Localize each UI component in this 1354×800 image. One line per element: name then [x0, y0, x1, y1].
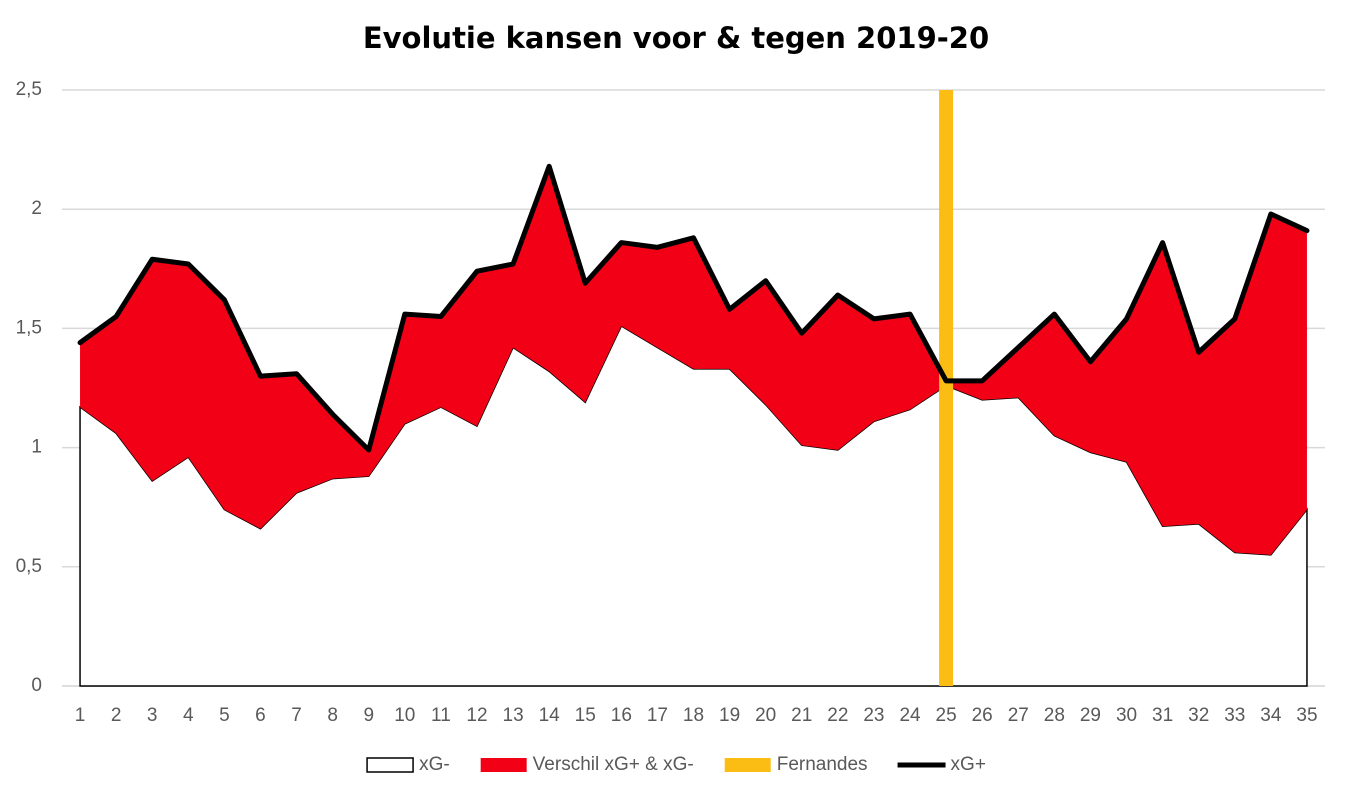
x-tick-label: 33 — [1224, 705, 1245, 726]
x-tick-label: 13 — [503, 705, 524, 726]
chart-title: Evolutie kansen voor & tegen 2019-20 — [363, 21, 989, 55]
x-tick-label: 28 — [1044, 705, 1065, 726]
y-tick-label: 1 — [31, 437, 42, 458]
x-tick-label: 12 — [466, 705, 487, 726]
x-tick-label: 16 — [611, 705, 632, 726]
x-tick-label: 22 — [827, 705, 848, 726]
x-tick-label: 5 — [219, 705, 230, 726]
y-tick-label: 2,5 — [16, 79, 42, 100]
x-tick-label: 11 — [431, 705, 451, 726]
x-tick-label: 8 — [327, 705, 338, 726]
x-tick-label: 15 — [575, 705, 596, 726]
x-tick-label: 21 — [791, 705, 812, 726]
legend-label: xG- — [419, 754, 450, 775]
x-tick-label: 17 — [647, 705, 668, 726]
x-tick-label: 23 — [863, 705, 884, 726]
bar — [939, 90, 954, 686]
x-tick-label: 31 — [1152, 705, 1173, 726]
x-tick-label: 2 — [111, 705, 122, 726]
x-tick-label: 27 — [1008, 705, 1029, 726]
x-tick-label: 9 — [363, 705, 374, 726]
plot — [79, 166, 1308, 687]
x-tick-label: 24 — [899, 705, 921, 726]
x-tick-label: 10 — [394, 705, 415, 726]
x-tick-label: 14 — [539, 705, 561, 726]
legend-swatch — [366, 757, 414, 773]
x-tick-label: 6 — [255, 705, 266, 726]
legend-label: Fernandes — [777, 754, 868, 775]
line — [77, 163, 1310, 453]
legend-swatch — [724, 758, 771, 772]
x-tick-label: 3 — [147, 705, 158, 726]
x-tick-label: 7 — [291, 705, 302, 726]
x-tick-label: 25 — [936, 705, 957, 726]
legend-swatch — [480, 758, 527, 772]
x-tick-label: 19 — [719, 705, 740, 726]
overlay — [77, 90, 1310, 686]
x-tick-label: 35 — [1296, 705, 1317, 726]
y-tick-label: 0 — [31, 675, 42, 696]
x-tick-label: 30 — [1116, 705, 1137, 726]
x-tick-label: 29 — [1080, 705, 1101, 726]
x-tick-label: 18 — [683, 705, 704, 726]
legend: xG- Verschil xG+ & xG- Fernandes xG+ — [366, 754, 986, 775]
y-tick-label: 0,5 — [16, 556, 42, 577]
x-tick-label: 4 — [183, 705, 194, 726]
y-tick-label: 2 — [31, 198, 42, 219]
x-tick-label: 26 — [972, 705, 993, 726]
x-tick-label: 20 — [755, 705, 776, 726]
x-tick-label: 1 — [75, 705, 86, 726]
x-tick-label: 32 — [1188, 705, 1209, 726]
area — [80, 166, 1307, 555]
y-tick-label: 1,5 — [16, 317, 42, 338]
x-tick-label: 34 — [1260, 705, 1282, 726]
legend-label: Verschil xG+ & xG- — [533, 754, 694, 775]
legend-label: xG+ — [951, 754, 986, 775]
